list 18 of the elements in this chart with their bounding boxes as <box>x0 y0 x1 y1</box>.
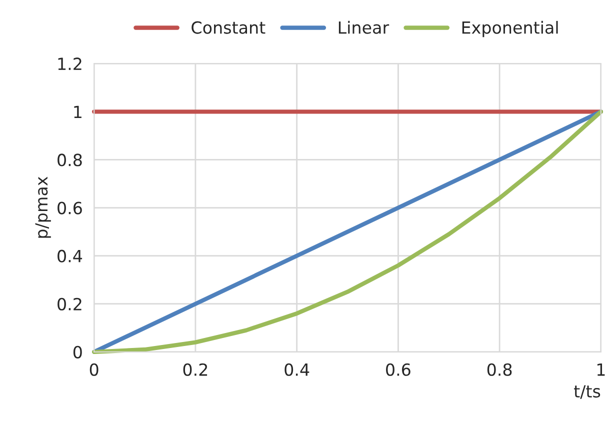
legend-label: Linear <box>338 20 390 34</box>
x-tick-label: 0.8 <box>487 363 512 376</box>
y-axis-title: p/pmax <box>35 176 51 238</box>
y-tick-label: 0.8 <box>58 154 82 166</box>
x-tick-label: 0.2 <box>183 363 208 376</box>
x-tick-label: 0 <box>90 363 98 376</box>
x-tick-label: 1 <box>597 364 605 376</box>
y-tick-label: 0.6 <box>58 202 82 214</box>
legend-label: Constant <box>192 21 266 34</box>
y-tick-label: 1 <box>74 106 82 118</box>
x-axis-title: t/ts <box>574 385 600 399</box>
legend-label: Exponential <box>462 20 558 38</box>
x-tick-label: 0.4 <box>284 363 310 376</box>
y-tick-label: 1.2 <box>58 58 82 70</box>
x-tick-label: 0.6 <box>386 363 410 376</box>
y-tick-label: 0.4 <box>58 250 82 262</box>
y-tick-label: 0.2 <box>58 298 82 310</box>
y-tick-label: 0 <box>73 346 82 358</box>
